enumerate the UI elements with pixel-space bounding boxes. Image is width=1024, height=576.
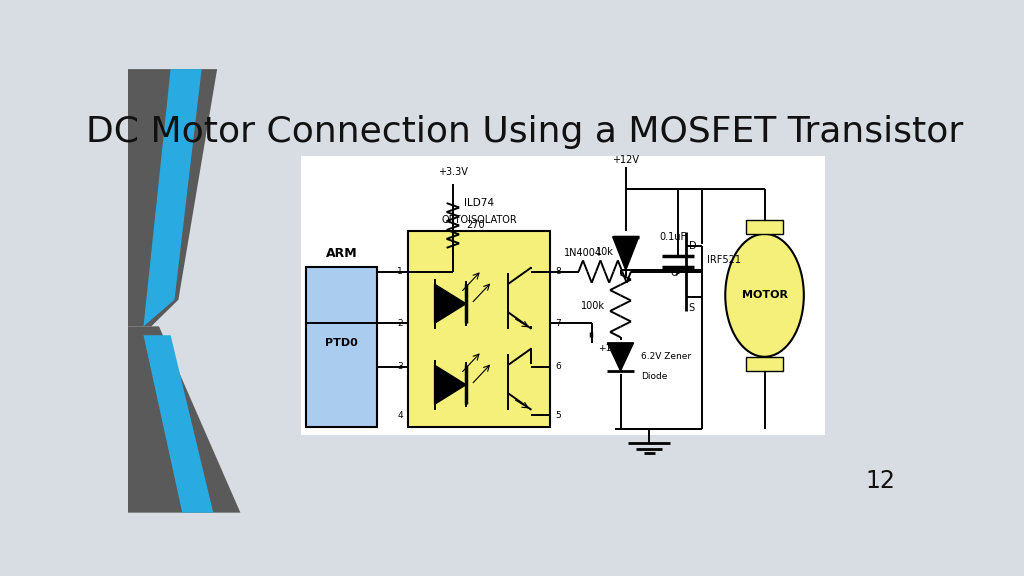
Text: PTD0: PTD0: [325, 338, 357, 348]
Bar: [409, 231, 550, 427]
Text: +12V: +12V: [598, 344, 623, 353]
Text: DC Motor Connection Using a MOSFET Transistor: DC Motor Connection Using a MOSFET Trans…: [86, 115, 964, 149]
Text: 1N4004: 1N4004: [564, 248, 602, 259]
Text: 10k: 10k: [596, 247, 613, 257]
Text: ARM: ARM: [326, 247, 357, 260]
Polygon shape: [612, 237, 639, 270]
Polygon shape: [143, 335, 213, 513]
Text: 7: 7: [555, 319, 561, 328]
Text: 1: 1: [397, 267, 403, 276]
Text: 3: 3: [397, 362, 403, 371]
Text: Diode: Diode: [641, 372, 668, 381]
Bar: [301, 156, 824, 435]
Text: 5: 5: [555, 411, 561, 420]
Bar: [746, 357, 783, 371]
Bar: [746, 220, 783, 234]
Polygon shape: [607, 343, 634, 371]
Text: 2: 2: [397, 319, 403, 328]
Text: 100k: 100k: [581, 301, 605, 311]
Text: 6.2V Zener: 6.2V Zener: [641, 353, 691, 361]
Polygon shape: [434, 365, 466, 404]
Text: 8: 8: [555, 267, 561, 276]
Text: OPTOISOLATOR: OPTOISOLATOR: [441, 215, 517, 225]
Text: D: D: [688, 241, 696, 251]
Text: 6: 6: [555, 362, 561, 371]
Text: 0.1uF: 0.1uF: [659, 232, 686, 242]
Text: ILD74: ILD74: [464, 198, 495, 208]
Polygon shape: [434, 284, 466, 323]
Text: 4: 4: [397, 411, 403, 420]
Bar: [306, 267, 377, 427]
Text: S: S: [688, 303, 694, 313]
Text: +12V: +12V: [612, 155, 639, 165]
Text: 270: 270: [466, 221, 484, 230]
Text: 12: 12: [865, 469, 895, 493]
Text: +3.3V: +3.3V: [438, 168, 468, 177]
Text: G: G: [671, 268, 678, 278]
Polygon shape: [143, 69, 202, 327]
Text: IRF521: IRF521: [707, 255, 741, 266]
Polygon shape: [128, 327, 241, 513]
Polygon shape: [128, 69, 217, 327]
Text: MOTOR: MOTOR: [741, 290, 787, 300]
Ellipse shape: [725, 234, 804, 357]
